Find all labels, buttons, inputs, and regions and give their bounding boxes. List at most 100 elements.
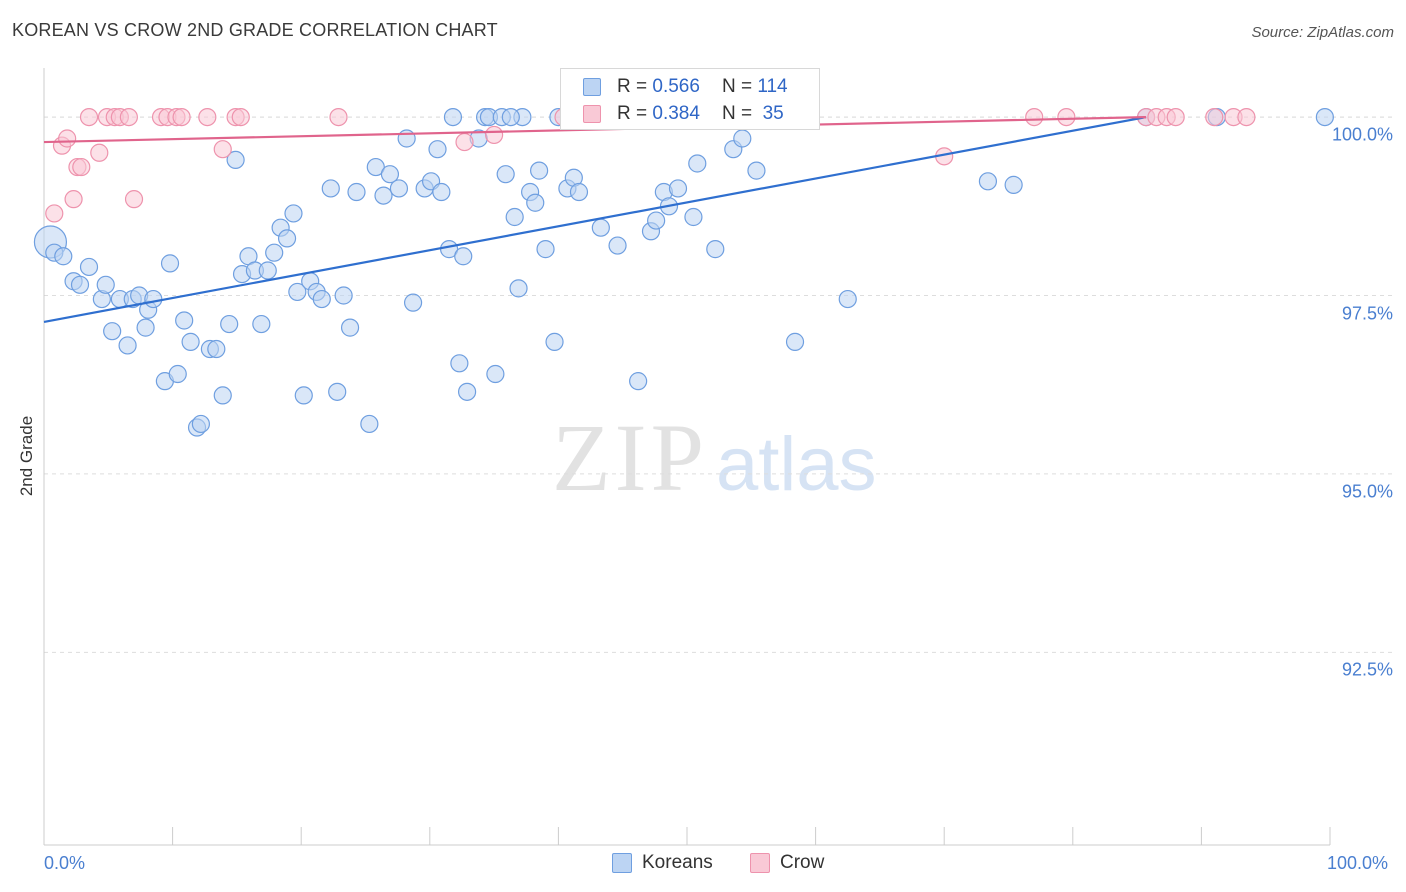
korean-point <box>374 186 393 205</box>
crow-point <box>329 107 348 127</box>
r-label: R = <box>617 103 648 124</box>
korean-point <box>294 386 313 405</box>
crow-r-value: 0.384 <box>652 103 700 124</box>
korean-point <box>501 107 520 127</box>
watermark-zip: ZIP <box>552 404 708 511</box>
korean-point <box>1004 175 1023 194</box>
korean-point <box>334 286 353 305</box>
n-label: N = <box>721 76 753 97</box>
korean-point <box>591 218 610 237</box>
koreans-trend-line <box>43 116 1147 323</box>
crow-point <box>1237 107 1256 127</box>
korean-point <box>347 182 366 202</box>
korean-point <box>569 182 589 202</box>
crow-legend-label: Crow <box>780 852 825 873</box>
crow-point <box>90 143 109 162</box>
korean-point <box>403 293 423 312</box>
crow-point <box>455 132 474 152</box>
korean-point <box>79 257 99 277</box>
crow-point <box>119 107 138 127</box>
crow-point <box>72 157 91 177</box>
crow-point <box>485 125 504 145</box>
koreans-r-value: 0.566 <box>652 76 700 97</box>
korean-point <box>496 165 515 184</box>
y-tick-label: 92.5% <box>1341 659 1393 680</box>
korean-point <box>328 382 347 401</box>
koreans-legend-label: Koreans <box>642 852 713 873</box>
korean-point <box>103 322 122 341</box>
data-points <box>33 107 1334 437</box>
korean-point <box>428 140 447 159</box>
korean-point <box>505 207 524 227</box>
crow-point <box>58 129 77 148</box>
korean-point <box>629 372 648 391</box>
y-tick-label: 95.0% <box>1341 481 1393 502</box>
korean-point <box>684 207 703 227</box>
korean-point <box>668 179 688 198</box>
korean-point <box>54 247 73 266</box>
crow-point <box>124 190 144 209</box>
y-tick-label: 100.0% <box>1331 124 1393 145</box>
crow-point <box>79 107 99 127</box>
korean-point <box>1315 107 1334 127</box>
korean-point <box>136 318 155 337</box>
legend-row-crow: R = 0.384 N = 35 <box>583 102 784 126</box>
chart-title: KOREAN VS CROW 2ND GRADE CORRELATION CHA… <box>12 20 498 40</box>
korean-point <box>509 279 528 298</box>
koreans-swatch <box>583 78 601 96</box>
korean-point <box>706 240 725 259</box>
crow-point <box>1205 107 1224 127</box>
korean-point <box>432 182 451 202</box>
korean-point <box>207 339 226 359</box>
x-tick-label-right: 100.0% <box>1327 853 1389 873</box>
korean-point <box>486 364 505 384</box>
koreans-legend-swatch <box>612 853 632 873</box>
crow-point <box>198 107 217 127</box>
korean-point <box>160 254 180 273</box>
korean-point <box>978 172 998 191</box>
korean-point <box>608 236 627 255</box>
korean-point <box>733 129 752 148</box>
korean-point <box>397 129 416 148</box>
korean-point <box>340 318 360 337</box>
korean-point <box>785 332 805 351</box>
korean-point <box>175 311 194 330</box>
korean-point <box>545 332 564 351</box>
y-tick-label: 97.5% <box>1341 303 1393 323</box>
korean-point <box>181 332 200 351</box>
korean-point <box>288 282 307 302</box>
korean-point <box>747 161 766 180</box>
korean-point <box>96 275 115 294</box>
korean-point <box>144 289 163 309</box>
korean-point <box>265 243 284 262</box>
korean-point <box>536 240 555 259</box>
crow-point <box>1025 107 1044 127</box>
crow-point <box>1166 107 1185 127</box>
korean-point <box>443 107 463 127</box>
bottom-legend-crow[interactable]: Crow <box>750 852 824 874</box>
korean-point <box>191 414 210 434</box>
legend-row-koreans: R = 0.566 N = 114 <box>583 75 788 99</box>
crow-point <box>45 204 64 223</box>
korean-point <box>220 314 239 334</box>
bottom-legend-koreans[interactable]: Koreans <box>612 852 713 874</box>
koreans-n-value: 114 <box>757 76 788 97</box>
korean-point <box>277 229 297 248</box>
korean-point <box>312 289 331 309</box>
crow-point <box>172 107 191 127</box>
n-label: N = <box>721 103 753 124</box>
korean-point <box>530 161 549 180</box>
crow-n-value: 35 <box>762 103 784 124</box>
crow-point <box>64 190 83 209</box>
crow-point <box>1057 107 1076 127</box>
korean-point <box>454 247 473 266</box>
stats-legend: R = 0.566 N = 114 R = 0.384 N = 35 <box>560 68 820 130</box>
korean-point <box>526 193 545 212</box>
axes <box>43 68 1331 846</box>
korean-point <box>284 204 303 223</box>
korean-point <box>258 261 277 280</box>
korean-point <box>226 150 245 170</box>
source-credit: Source: ZipAtlas.com <box>1251 24 1394 41</box>
korean-point <box>647 211 666 230</box>
